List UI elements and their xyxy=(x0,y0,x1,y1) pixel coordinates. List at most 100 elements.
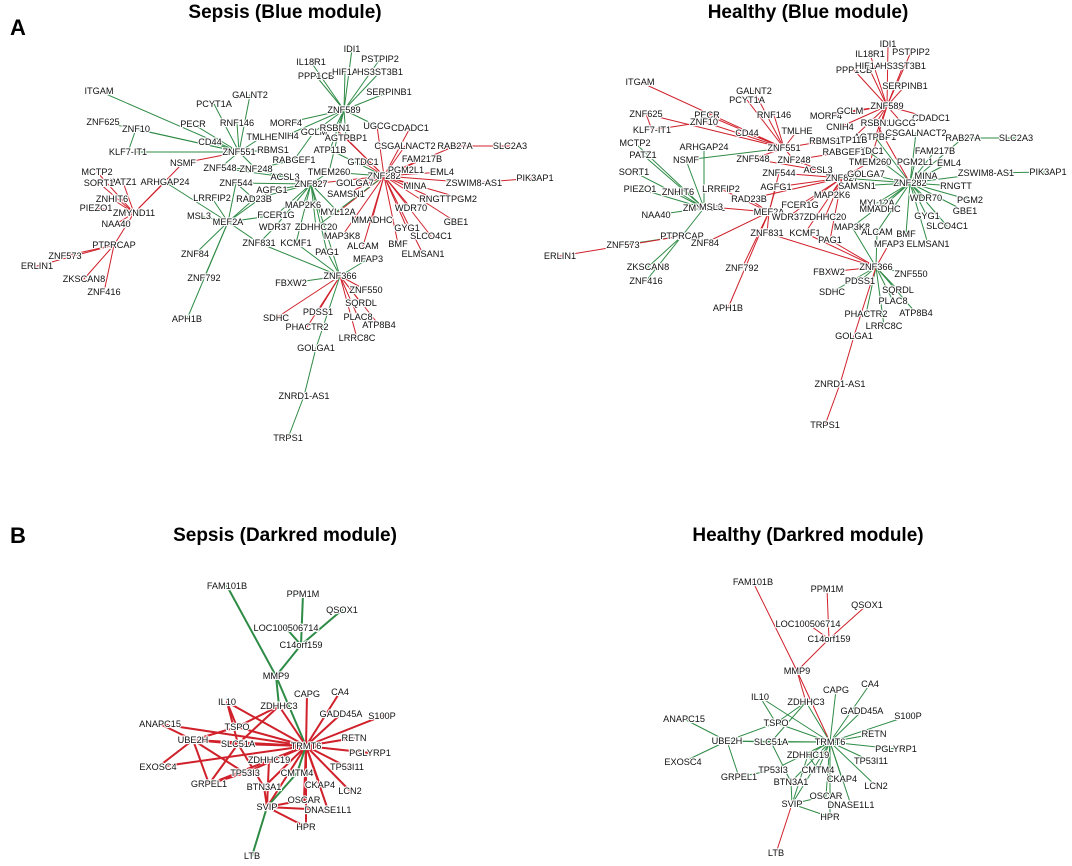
edge-znf827-kcmf1 xyxy=(804,177,843,234)
node-znrd1-as1: ZNRD1-AS1 xyxy=(814,379,865,389)
node-capg: CAPG xyxy=(294,689,320,699)
node-golga7: GOLGA7 xyxy=(847,169,885,179)
node-znf84: ZNF84 xyxy=(691,238,719,248)
edge-c14orf159-mmp9 xyxy=(796,638,830,672)
edge-znf589-cnih4 xyxy=(839,105,888,128)
edge-znf827-pag1 xyxy=(829,177,843,241)
edge-slc51a-btn3a1 xyxy=(237,743,265,788)
edge-svip-hpr xyxy=(791,803,831,818)
node-rab27a: RAB27A xyxy=(945,133,981,143)
edge-znf282-zswim8-as1 xyxy=(383,175,475,184)
node-exosc4: EXOSC4 xyxy=(664,757,701,767)
edge-zmynd11-nsmf xyxy=(685,159,705,209)
edge-znf589-ugcg xyxy=(886,105,903,124)
node-plac8: PLAC8 xyxy=(878,296,907,306)
edge-znf366-fbxw2 xyxy=(290,275,341,284)
edge-trmt6-tp53i11 xyxy=(305,745,348,768)
node-znrd1-as1: ZNRD1-AS1 xyxy=(278,391,329,401)
edge-tp53i3-grpel1 xyxy=(738,769,774,778)
node-tspo: TSPO xyxy=(224,722,249,732)
edge-znf282-samsn1 xyxy=(856,182,911,187)
edge-ube2h-tspo xyxy=(192,726,238,741)
edge-ppm1m-c14orf159 xyxy=(826,588,830,640)
node-mfap3: MFAP3 xyxy=(353,254,383,264)
node-lcn2: LCN2 xyxy=(338,786,362,796)
node-il10: IL10 xyxy=(751,692,769,702)
node-golga7: GOLGA7 xyxy=(336,178,374,188)
edge-znf827-tmem260 xyxy=(310,171,330,185)
node-itgam: ITGAM xyxy=(625,77,654,87)
edge-trmt6-tp53i11 xyxy=(829,741,872,762)
node-slc2a3: SLC2A3 xyxy=(999,133,1033,143)
node-golga1: GOLGA1 xyxy=(835,331,873,341)
node-eml4: EML4 xyxy=(937,158,961,168)
node-il10: IL10 xyxy=(218,697,236,707)
edge-zmynd11-mctp2 xyxy=(634,142,705,209)
edge-mef2a-lrrfip2 xyxy=(720,188,770,213)
panel-letter-b: B xyxy=(10,523,26,548)
edge-cmtm4-svip xyxy=(266,772,298,808)
edge-znf551-znf248 xyxy=(783,147,795,161)
node-pcyt1a: PCYT1A xyxy=(729,95,766,105)
node-ckap4: CKAP4 xyxy=(827,774,857,784)
node-gyg1: GYG1 xyxy=(914,211,940,221)
node-atp11b: ATP11B xyxy=(314,145,347,155)
edge-qsox1-c14orf159 xyxy=(828,604,868,640)
node-grpel1: GRPEL1 xyxy=(721,772,757,782)
node-mina: MINA xyxy=(404,181,428,191)
edge-znf282-csgalnact2 xyxy=(909,132,917,184)
node-s100p: S100P xyxy=(368,711,396,721)
edge-trmt6-s100p xyxy=(305,715,383,747)
edge-qsox1-c14orf159 xyxy=(300,609,343,646)
edge-znf282-samsn1 xyxy=(345,175,385,195)
panel-title-sepsis-darkred: Sepsis (Darkred module) xyxy=(173,525,397,546)
edge-trmt6-il10 xyxy=(759,696,831,743)
node-pecr: PECR xyxy=(694,110,720,120)
edge-mef2a-arhgap24 xyxy=(164,181,229,223)
edge-znf282-map3k8 xyxy=(851,182,911,228)
node-mef2a: MEF2A xyxy=(754,207,786,217)
node-loc100506714: LOC100506714 xyxy=(254,623,319,633)
edge-znf282-pgm2l1 xyxy=(909,161,916,184)
node-ube2h: UBE2H xyxy=(178,735,209,745)
edge-znf589-idi1 xyxy=(343,48,353,111)
edge-znf551-znf625 xyxy=(102,121,240,153)
node-ppm1m: PPM1M xyxy=(287,589,320,599)
edge-znf10-klf7-it1 xyxy=(651,121,705,131)
node-znf827: ZNF827 xyxy=(825,173,858,183)
node-pgm2l1: PGM2L1 xyxy=(897,157,933,167)
node-kcmf1: KCMF1 xyxy=(789,228,820,238)
edge-znf366-kcmf1 xyxy=(295,242,341,277)
node-atp8b4: ATP8B4 xyxy=(899,308,933,318)
node-znf625: ZNF625 xyxy=(629,109,662,119)
edge-mef2a-msl3 xyxy=(710,206,770,213)
edge-znf827-tmem260 xyxy=(841,161,871,179)
node-galnt2: GALNT2 xyxy=(736,86,772,96)
edge-ube2h-anapc15 xyxy=(159,723,194,741)
edge-zswim8-as1-pik3ap1 xyxy=(985,171,1049,174)
node-cmtm4: CMTM4 xyxy=(281,768,314,778)
edge-zmynd11-naa40 xyxy=(115,212,135,225)
node-map2k6: MAP2K6 xyxy=(814,190,850,200)
edge-znf366-kcmf1 xyxy=(804,232,877,268)
node-znf625: ZNF625 xyxy=(86,117,119,127)
node-gclm: GCLM xyxy=(301,127,328,137)
node-znf366: ZNF366 xyxy=(323,271,356,281)
node-znf366: ZNF366 xyxy=(859,262,892,272)
edge-trmt6-dnase1l1 xyxy=(829,741,852,806)
edge-znf282-csgalnact2 xyxy=(383,145,406,177)
node-rngtt: RNGTT xyxy=(940,181,972,191)
node-ltb: LTB xyxy=(768,848,784,858)
edge-trmt6-zdhhc3 xyxy=(278,705,307,747)
edge-il10-slc51a xyxy=(226,701,239,745)
edge-znf282-gyg1 xyxy=(909,182,928,217)
edge-znf827-zdhhc20 xyxy=(824,177,843,218)
edge-znf589-cnih4 xyxy=(284,109,345,137)
node-sort1: SORT1 xyxy=(619,167,649,177)
node-hpr: HPR xyxy=(296,822,316,832)
edge-mmp9-zdhhc3 xyxy=(275,675,280,707)
node-elmsan1: ELMSAN1 xyxy=(402,249,445,259)
edge-svip-hpr xyxy=(266,806,307,828)
edge-znf589-morf4 xyxy=(825,105,888,117)
node-sqrdl: SQRDL xyxy=(345,298,377,308)
